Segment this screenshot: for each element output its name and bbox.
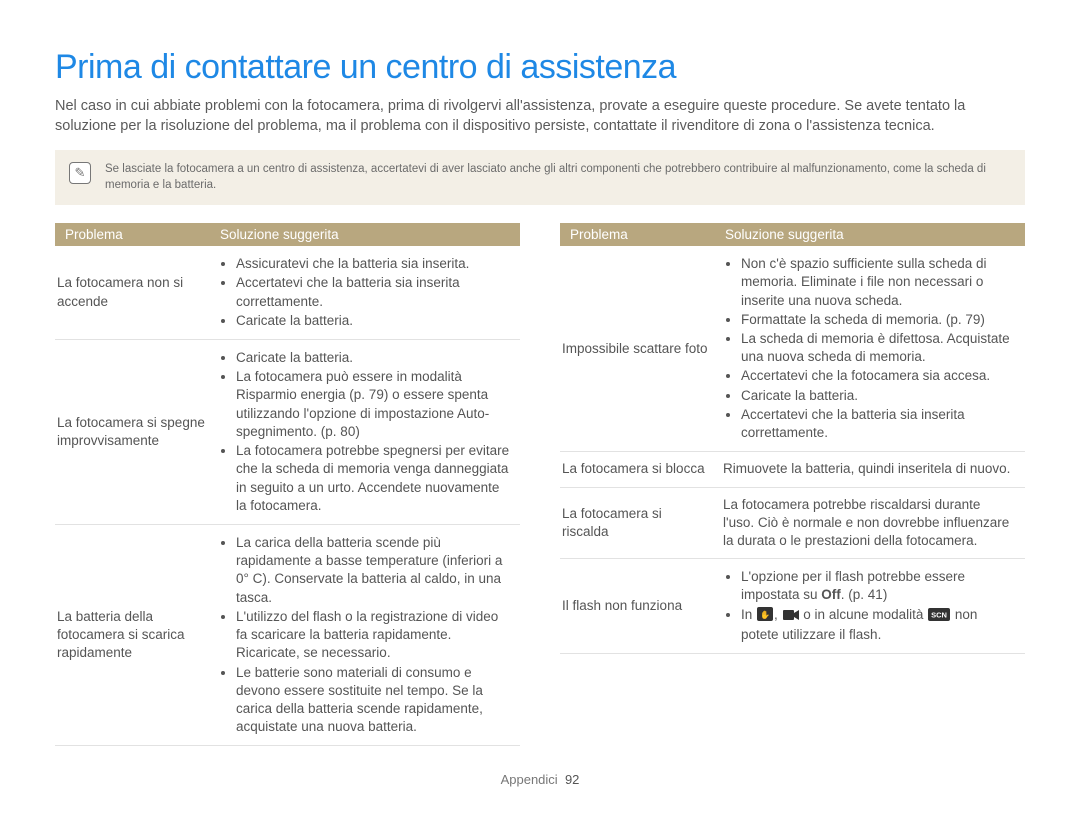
list-item: L'opzione per il flash potrebbe essere i… bbox=[741, 568, 1015, 604]
hand-mode-icon: ✋ bbox=[757, 607, 773, 626]
svg-text:✋: ✋ bbox=[760, 609, 770, 619]
troubleshoot-table-left: Problema Soluzione suggerita La fotocame… bbox=[55, 223, 520, 746]
th-problem: Problema bbox=[55, 223, 210, 246]
bold-off: Off bbox=[821, 587, 841, 602]
list-item: L'utilizzo del flash o la registrazione … bbox=[236, 608, 510, 663]
solution-cell: L'opzione per il flash potrebbe essere i… bbox=[715, 559, 1025, 654]
list-item: Accertatevi che la batteria sia inserita… bbox=[236, 274, 510, 310]
problem-cell: La fotocamera si riscalda bbox=[560, 487, 715, 559]
text-span: o in alcune modalità bbox=[803, 607, 927, 622]
list-item: La scheda di memoria è difettosa. Acquis… bbox=[741, 330, 1015, 366]
list-item: La carica della batteria scende più rapi… bbox=[236, 534, 510, 607]
list-item: La fotocamera potrebbe spegnersi per evi… bbox=[236, 442, 510, 515]
solution-cell: La carica della batteria scende più rapi… bbox=[210, 525, 520, 746]
two-column-layout: Problema Soluzione suggerita La fotocame… bbox=[55, 223, 1025, 746]
text-span: , bbox=[774, 607, 782, 622]
video-mode-icon bbox=[783, 608, 799, 626]
solution-cell: Assicuratevi che la batteria sia inserit… bbox=[210, 246, 520, 339]
footer-page-number: 92 bbox=[565, 772, 579, 787]
list-item: Accertatevi che la batteria sia inserita… bbox=[741, 406, 1015, 442]
solution-cell: Caricate la batteria. La fotocamera può … bbox=[210, 340, 520, 525]
troubleshoot-table-right: Problema Soluzione suggerita Impossibile… bbox=[560, 223, 1025, 654]
solution-cell: Rimuovete la batteria, quindi inseritela… bbox=[715, 452, 1025, 487]
list-item: Caricate la batteria. bbox=[741, 387, 1015, 405]
th-solution: Soluzione suggerita bbox=[715, 223, 1025, 246]
page-title: Prima di contattare un centro di assiste… bbox=[55, 48, 1025, 87]
list-item: La fotocamera può essere in modalità Ris… bbox=[236, 368, 510, 441]
text-span: . (p. 41) bbox=[841, 587, 888, 602]
solution-cell: La fotocamera potrebbe riscaldarsi duran… bbox=[715, 487, 1025, 559]
svg-text:SCN: SCN bbox=[931, 610, 947, 619]
th-problem: Problema bbox=[560, 223, 715, 246]
problem-cell: La batteria della fotocamera si scarica … bbox=[55, 525, 210, 746]
problem-cell: Impossibile scattare foto bbox=[560, 246, 715, 452]
solution-cell: Non c'è spazio sufficiente sulla scheda … bbox=[715, 246, 1025, 452]
list-item: Caricate la batteria. bbox=[236, 312, 510, 330]
list-item: Non c'è spazio sufficiente sulla scheda … bbox=[741, 255, 1015, 310]
left-column: Problema Soluzione suggerita La fotocame… bbox=[55, 223, 520, 746]
list-item: Caricate la batteria. bbox=[236, 349, 510, 367]
table-row: Il flash non funziona L'opzione per il f… bbox=[560, 559, 1025, 654]
problem-cell: La fotocamera si blocca bbox=[560, 452, 715, 487]
note-text: Se lasciate la fotocamera a un centro di… bbox=[105, 162, 1009, 193]
problem-cell: La fotocamera non si accende bbox=[55, 246, 210, 339]
note-box: ✎ Se lasciate la fotocamera a un centro … bbox=[55, 150, 1025, 205]
list-item: Le batterie sono materiali di consumo e … bbox=[236, 664, 510, 737]
list-item: Assicuratevi che la batteria sia inserit… bbox=[236, 255, 510, 273]
table-row: La fotocamera non si accende Assicuratev… bbox=[55, 246, 520, 339]
table-row: Impossibile scattare foto Non c'è spazio… bbox=[560, 246, 1025, 452]
scn-mode-icon: SCN bbox=[928, 608, 950, 626]
list-item: In ✋ , o in alcune modalità bbox=[741, 606, 1015, 644]
intro-paragraph: Nel caso in cui abbiate problemi con la … bbox=[55, 97, 1025, 136]
text-span: In bbox=[741, 607, 756, 622]
right-column: Problema Soluzione suggerita Impossibile… bbox=[560, 223, 1025, 746]
th-solution: Soluzione suggerita bbox=[210, 223, 520, 246]
page-footer: Appendici 92 bbox=[0, 772, 1080, 787]
table-row: La fotocamera si riscalda La fotocamera … bbox=[560, 487, 1025, 559]
list-item: Accertatevi che la fotocamera sia accesa… bbox=[741, 367, 1015, 385]
note-icon: ✎ bbox=[69, 162, 91, 184]
problem-cell: La fotocamera si spegne improvvisamente bbox=[55, 340, 210, 525]
list-item: Formattate la scheda di memoria. (p. 79) bbox=[741, 311, 1015, 329]
table-row: La fotocamera si blocca Rimuovete la bat… bbox=[560, 452, 1025, 487]
footer-section: Appendici bbox=[501, 772, 558, 787]
table-row: La batteria della fotocamera si scarica … bbox=[55, 525, 520, 746]
problem-cell: Il flash non funziona bbox=[560, 559, 715, 654]
table-row: La fotocamera si spegne improvvisamente … bbox=[55, 340, 520, 525]
